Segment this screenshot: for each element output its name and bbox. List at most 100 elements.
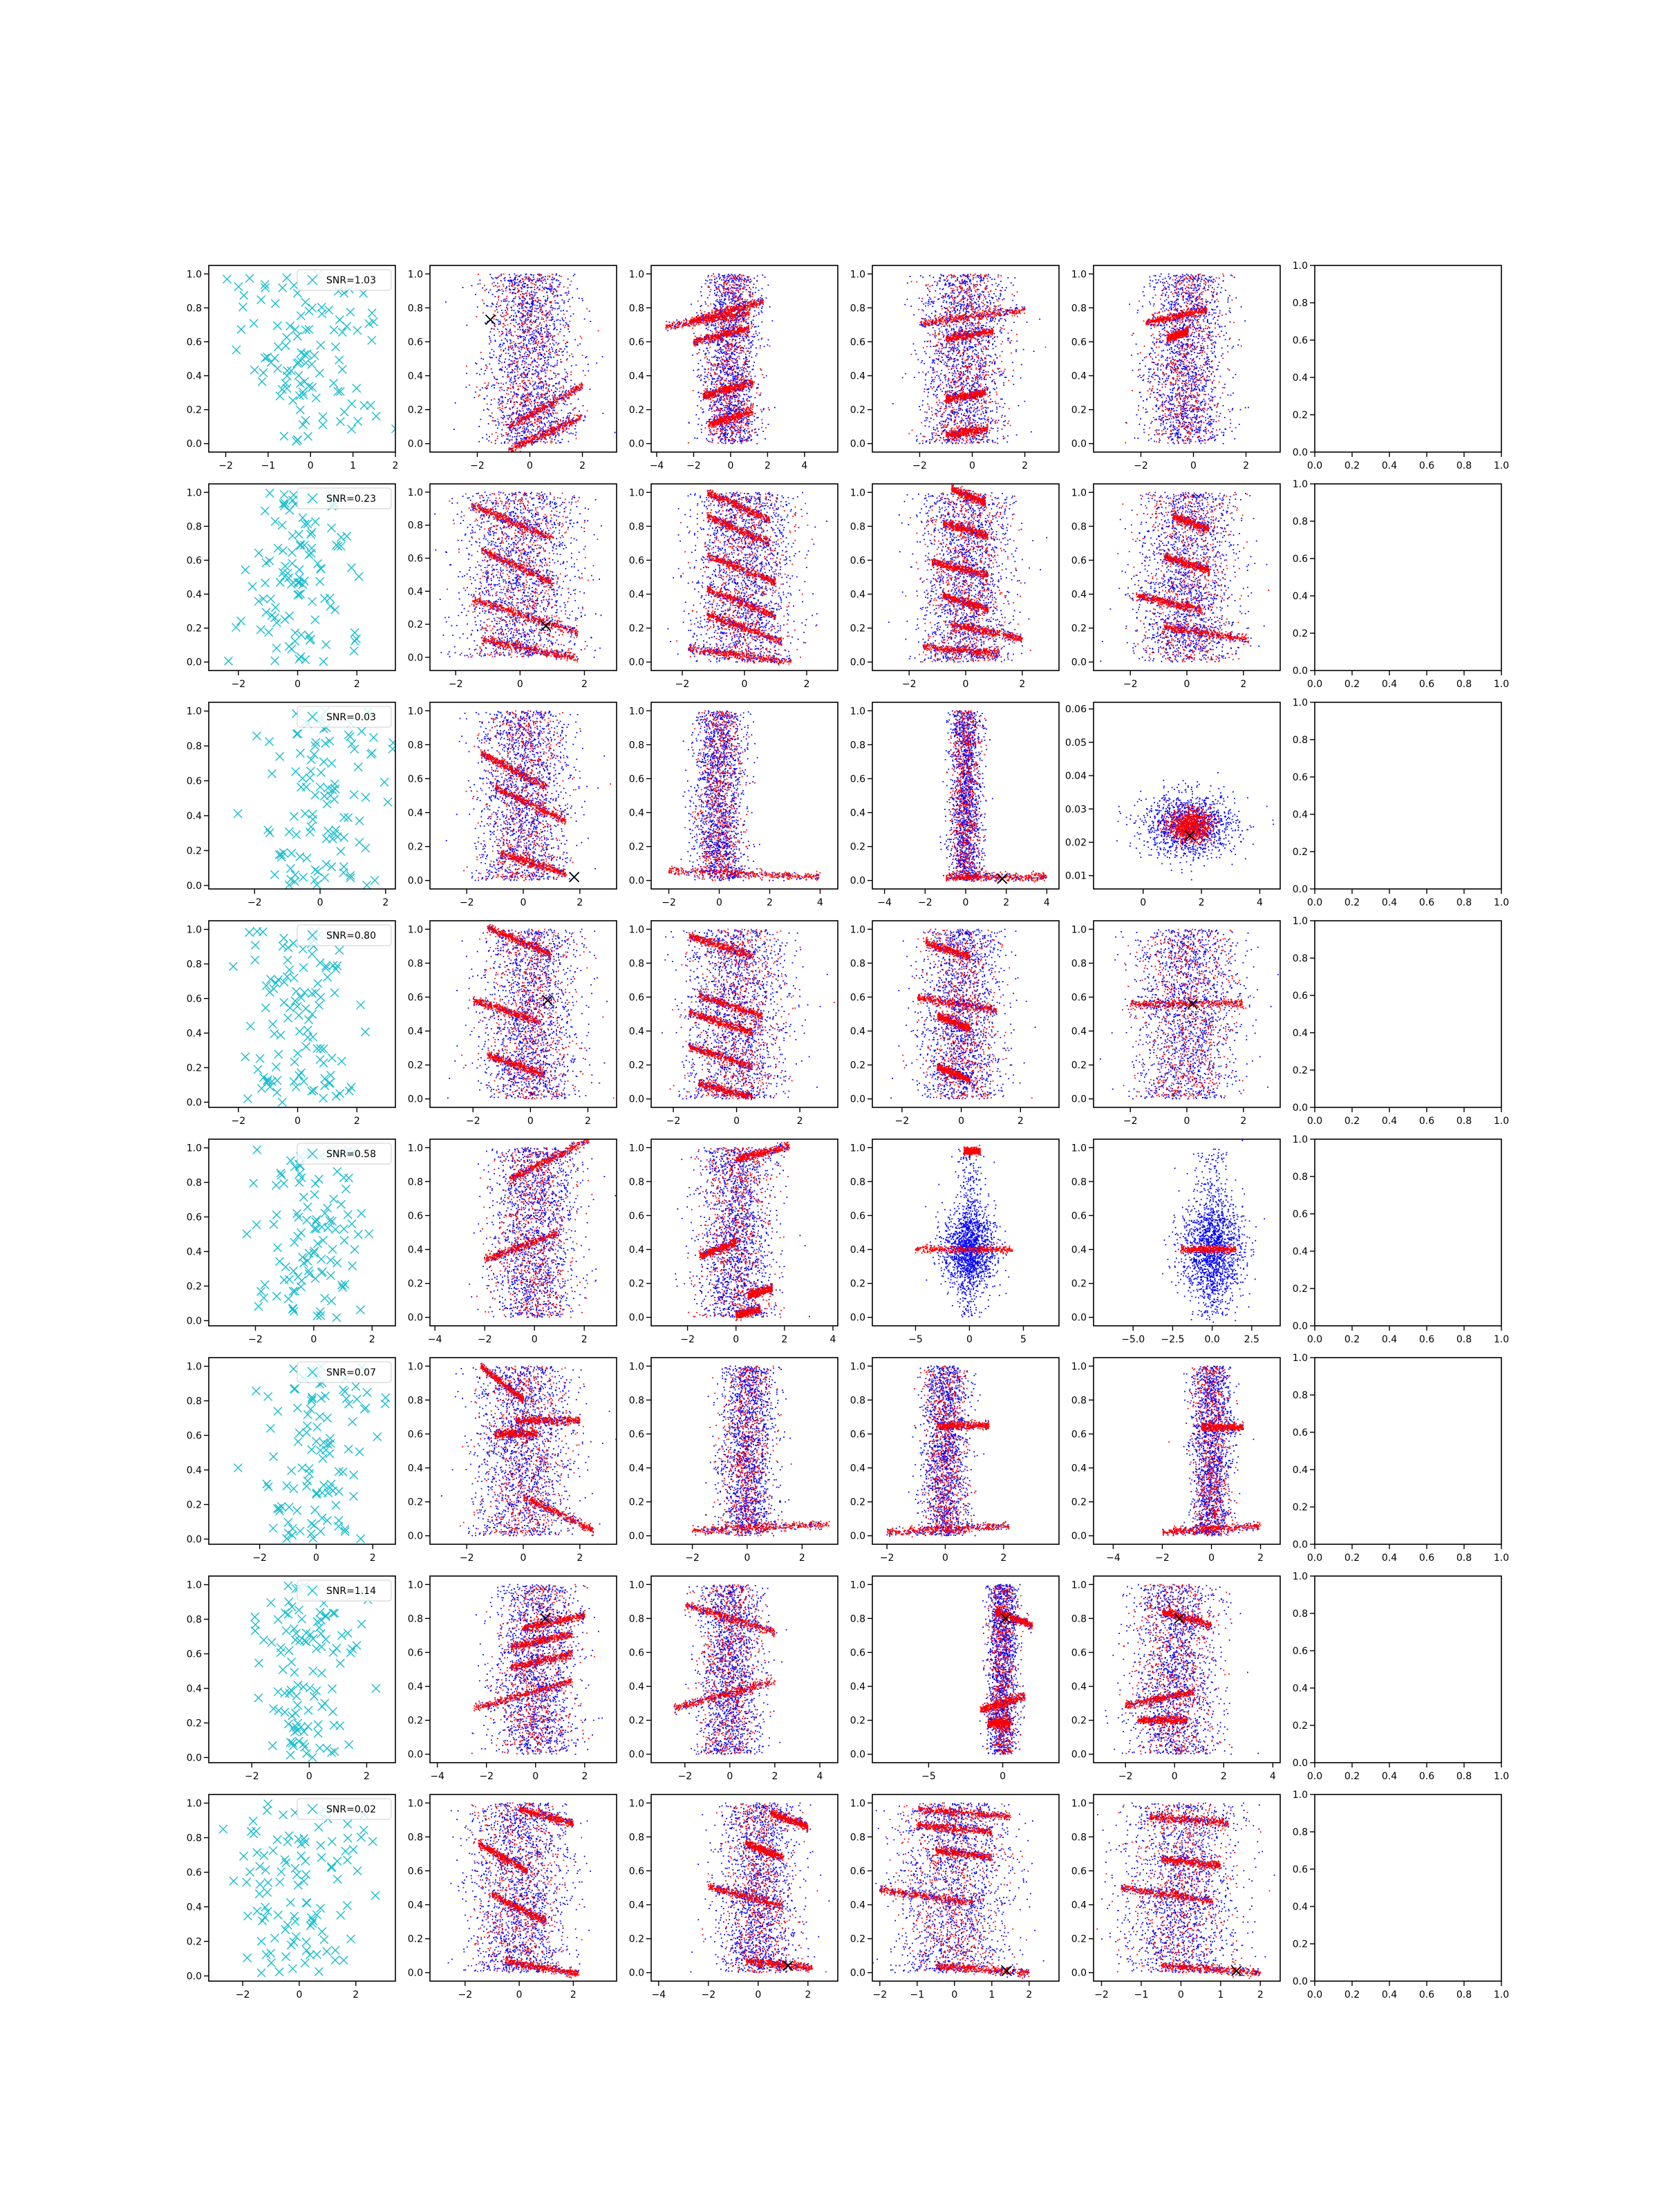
red-point	[526, 366, 527, 368]
red-point	[532, 307, 533, 308]
red-point	[573, 417, 574, 418]
blue-point	[556, 302, 558, 303]
blue-point	[554, 335, 555, 337]
blue-point	[445, 301, 447, 303]
blue-point	[749, 281, 751, 283]
blue-point	[725, 329, 727, 330]
blue-point	[742, 373, 743, 375]
red-point	[563, 378, 565, 379]
red-point	[513, 406, 514, 407]
blue-point	[527, 377, 528, 378]
blue-point	[547, 418, 548, 419]
blue-point	[740, 428, 742, 429]
blue-point	[731, 322, 732, 324]
red-point	[535, 413, 536, 415]
blue-point	[495, 443, 496, 444]
blue-point	[517, 329, 518, 330]
blue-point	[731, 435, 733, 436]
blue-point	[706, 348, 708, 349]
blue-point	[488, 440, 489, 442]
blue-point	[550, 319, 552, 321]
blue-point	[551, 288, 552, 290]
red-point	[549, 430, 550, 431]
blue-point	[521, 398, 522, 400]
blue-point	[491, 368, 492, 370]
red-point	[537, 413, 538, 415]
red-point	[537, 280, 538, 281]
red-point	[547, 422, 548, 423]
blue-point	[525, 299, 526, 300]
red-point	[536, 420, 538, 422]
blue-point	[563, 431, 564, 432]
blue-point	[725, 294, 727, 295]
red-point	[529, 433, 530, 435]
blue-point	[714, 356, 715, 357]
red-point	[512, 348, 513, 350]
blue-point	[512, 407, 513, 409]
blue-point	[552, 308, 554, 309]
blue-point	[733, 404, 735, 406]
red-point	[527, 415, 528, 417]
blue-point	[541, 355, 542, 356]
blue-point	[729, 355, 731, 357]
blue-point	[718, 345, 720, 346]
blue-point	[731, 398, 733, 400]
blue-point	[483, 303, 485, 304]
blue-point	[563, 320, 565, 321]
blue-point	[544, 433, 545, 435]
red-point	[580, 336, 581, 337]
blue-point	[711, 416, 713, 418]
red-point	[541, 308, 542, 309]
blue-point	[553, 413, 554, 415]
blue-point	[729, 292, 730, 293]
blue-point	[513, 349, 514, 350]
blue-point	[504, 362, 505, 363]
blue-point	[515, 358, 516, 359]
blue-point	[526, 385, 527, 386]
red-point	[527, 356, 529, 357]
blue-point	[709, 352, 710, 353]
red-point	[550, 291, 552, 292]
blue-point	[529, 338, 531, 339]
blue-point	[576, 422, 577, 424]
blue-point	[496, 291, 498, 292]
red-point	[516, 275, 518, 276]
blue-point	[749, 295, 751, 297]
red-point	[526, 292, 527, 294]
blue-point	[534, 310, 536, 312]
red-point	[549, 310, 550, 312]
blue-point	[555, 437, 556, 438]
blue-point	[543, 397, 545, 399]
blue-point	[555, 290, 556, 291]
blue-point	[549, 422, 550, 424]
blue-point	[490, 331, 491, 332]
red-point	[554, 400, 555, 401]
blue-point	[513, 384, 514, 385]
blue-point	[568, 324, 569, 326]
red-point	[497, 408, 498, 409]
red-point	[529, 394, 530, 395]
red-point	[512, 439, 513, 440]
blue-point	[731, 299, 733, 301]
blue-point	[724, 434, 726, 435]
blue-point	[752, 344, 753, 346]
blue-point	[543, 328, 545, 329]
blue-point	[733, 395, 734, 396]
blue-point	[715, 427, 717, 428]
blue-point	[708, 343, 709, 344]
red-point	[486, 366, 487, 367]
blue-point	[722, 349, 724, 350]
red-point	[525, 319, 526, 321]
blue-point	[521, 287, 522, 288]
blue-point	[471, 285, 473, 286]
blue-point	[527, 364, 529, 366]
blue-point	[766, 297, 767, 299]
red-point	[572, 394, 573, 395]
red-point	[545, 406, 547, 407]
blue-point	[719, 395, 720, 396]
blue-point	[700, 393, 702, 394]
blue-point	[764, 346, 765, 347]
red-point	[525, 420, 527, 421]
blue-point	[519, 336, 521, 337]
red-point	[495, 326, 496, 327]
